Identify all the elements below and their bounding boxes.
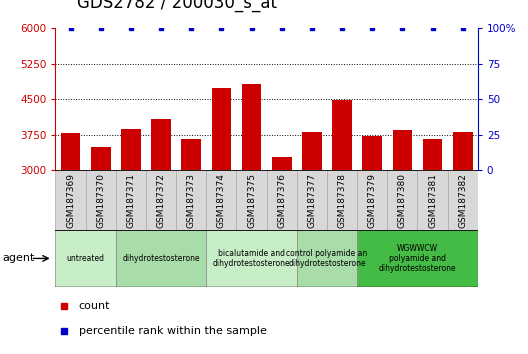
Bar: [86, 170, 116, 230]
Text: GSM187374: GSM187374: [217, 173, 226, 228]
Bar: [393, 130, 412, 170]
Text: dihydrotestosterone: dihydrotestosterone: [122, 254, 200, 263]
Text: untreated: untreated: [67, 254, 105, 263]
Bar: [91, 147, 110, 170]
Bar: [327, 170, 357, 230]
Text: GSM187373: GSM187373: [187, 173, 196, 228]
Bar: [182, 139, 201, 170]
Bar: [55, 170, 86, 230]
Bar: [176, 170, 206, 230]
Text: GSM187382: GSM187382: [458, 173, 467, 228]
Bar: [267, 170, 297, 230]
Text: GSM187370: GSM187370: [96, 173, 105, 228]
Text: control polyamide an
dihydrotestosterone: control polyamide an dihydrotestosterone: [286, 249, 367, 268]
Bar: [332, 100, 352, 170]
Text: GSM187376: GSM187376: [277, 173, 286, 228]
Bar: [423, 139, 442, 170]
Bar: [272, 157, 291, 170]
Bar: [116, 230, 206, 287]
Bar: [297, 170, 327, 230]
Text: GSM187371: GSM187371: [126, 173, 135, 228]
Bar: [448, 170, 478, 230]
Bar: [61, 133, 80, 170]
Text: GSM187378: GSM187378: [337, 173, 346, 228]
Bar: [212, 88, 231, 170]
Text: GSM187381: GSM187381: [428, 173, 437, 228]
Bar: [206, 230, 297, 287]
Bar: [237, 170, 267, 230]
Bar: [121, 129, 140, 170]
Text: percentile rank within the sample: percentile rank within the sample: [79, 326, 267, 336]
Bar: [146, 170, 176, 230]
Text: GSM187380: GSM187380: [398, 173, 407, 228]
Bar: [418, 170, 448, 230]
Bar: [357, 170, 388, 230]
Bar: [362, 136, 382, 170]
Bar: [151, 119, 171, 170]
Text: GDS2782 / 200030_s_at: GDS2782 / 200030_s_at: [77, 0, 277, 12]
Text: GSM187369: GSM187369: [66, 173, 75, 228]
Text: agent: agent: [3, 253, 35, 263]
Bar: [297, 230, 357, 287]
Bar: [55, 230, 116, 287]
Text: GSM187372: GSM187372: [156, 173, 166, 228]
Text: WGWWCW
polyamide and
dihydrotestosterone: WGWWCW polyamide and dihydrotestosterone: [379, 244, 456, 273]
Bar: [116, 170, 146, 230]
Bar: [302, 132, 322, 170]
Bar: [357, 230, 478, 287]
Bar: [388, 170, 418, 230]
Text: GSM187379: GSM187379: [367, 173, 377, 228]
Bar: [242, 84, 261, 170]
Text: GSM187377: GSM187377: [307, 173, 316, 228]
Bar: [206, 170, 237, 230]
Text: count: count: [79, 301, 110, 311]
Bar: [453, 132, 473, 170]
Text: bicalutamide and
dihydrotestosterone: bicalutamide and dihydrotestosterone: [213, 249, 290, 268]
Text: GSM187375: GSM187375: [247, 173, 256, 228]
